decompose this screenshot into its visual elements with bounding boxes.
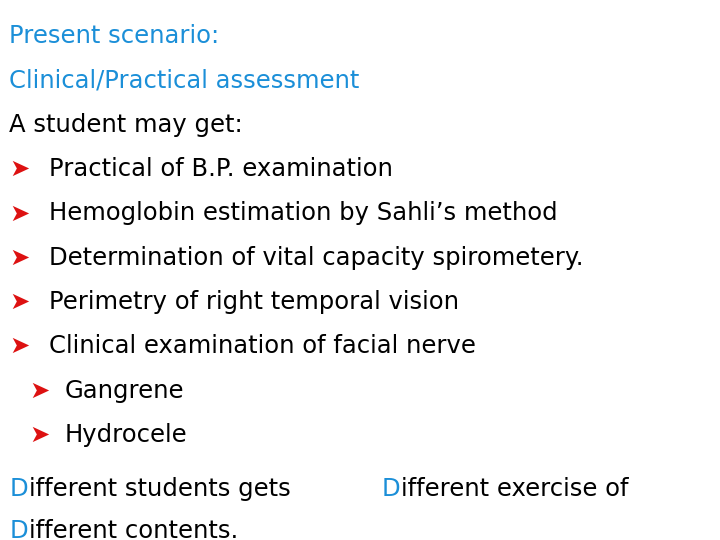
Text: Hemoglobin estimation by Sahli’s method: Hemoglobin estimation by Sahli’s method (49, 201, 557, 225)
Text: D: D (9, 477, 28, 501)
Text: ➤: ➤ (29, 423, 49, 447)
Text: D: D (382, 477, 400, 501)
Text: ifferent students gets: ifferent students gets (29, 477, 298, 501)
Text: Present scenario:: Present scenario: (9, 24, 220, 48)
Text: Clinical/Practical assessment: Clinical/Practical assessment (9, 69, 360, 92)
Text: Determination of vital capacity spirometery.: Determination of vital capacity spiromet… (49, 246, 583, 269)
Text: ➤: ➤ (9, 246, 30, 269)
Text: ➤: ➤ (9, 334, 30, 358)
Text: ➤: ➤ (9, 290, 30, 314)
Text: Hydrocele: Hydrocele (65, 423, 187, 447)
Text: Practical of B.P. examination: Practical of B.P. examination (49, 157, 393, 181)
Text: A student may get:: A student may get: (9, 113, 243, 137)
Text: ➤: ➤ (29, 379, 49, 402)
Text: ➤: ➤ (9, 157, 30, 181)
Text: D: D (9, 519, 28, 540)
Text: ifferent exercise of: ifferent exercise of (401, 477, 629, 501)
Text: Perimetry of right temporal vision: Perimetry of right temporal vision (49, 290, 459, 314)
Text: Clinical examination of facial nerve: Clinical examination of facial nerve (49, 334, 476, 358)
Text: Gangrene: Gangrene (65, 379, 184, 402)
Text: ➤: ➤ (9, 201, 30, 225)
Text: ifferent contents.: ifferent contents. (29, 519, 238, 540)
